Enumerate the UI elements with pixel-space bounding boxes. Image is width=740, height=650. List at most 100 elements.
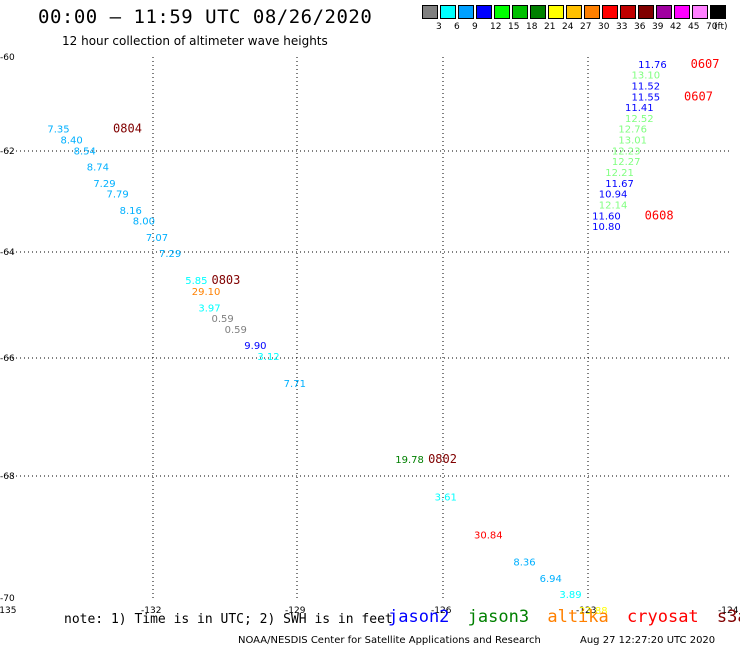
chart-title: 00:00 – 11:59 UTC 08/26/2020 (38, 6, 373, 28)
y-tick-label: -68 (0, 472, 15, 482)
wave-height-value: 8.40 (61, 136, 83, 147)
y-tick-label: -60 (0, 53, 15, 63)
color-scale-label: 39 (652, 22, 664, 32)
wave-height-value: 19.78 (395, 455, 424, 466)
color-scale-swatch (710, 5, 726, 19)
wave-height-value: 3.89 (559, 590, 581, 601)
satellite-legend: jason2 jason3 altika cryosat s3a (388, 607, 740, 627)
wave-height-value: 10.80 (592, 222, 621, 233)
wave-height-value: 11.76 (638, 60, 667, 71)
pass-time-label: 0608 (645, 208, 674, 222)
wave-height-value: 0.59 (211, 314, 233, 325)
wave-height-value: 12.27 (612, 157, 641, 168)
color-scale-label: 9 (472, 22, 478, 32)
wave-height-value: 10.94 (599, 190, 628, 201)
wave-height-value: 11.55 (632, 92, 661, 103)
color-scale-label: 18 (526, 22, 538, 32)
x-tick-label: -129 (285, 606, 306, 616)
wave-height-value: 12.52 (625, 114, 654, 125)
x-tick-label: -132 (141, 606, 161, 616)
legend-jason3: jason3 (467, 607, 530, 627)
color-scale-swatch (422, 5, 438, 19)
pass-time-labels: 0804 0803 0802 0607 0607 0608 (113, 57, 720, 466)
color-scale-label: 45 (688, 22, 700, 32)
y-tick-label: -66 (0, 354, 15, 364)
color-scale-swatch (440, 5, 456, 19)
color-scale-swatch (656, 5, 672, 19)
wave-height-labels: 7.358.408.548.747.297.798.168.007.077.29… (47, 60, 666, 617)
units-note: note: 1) Time is in UTC; 2) SWH is in fe… (64, 612, 393, 627)
legend-jason2: jason2 (388, 607, 450, 627)
wave-height-value: 7.71 (284, 379, 306, 390)
wave-height-value: 30.84 (474, 530, 503, 541)
wave-height-value: 13.01 (618, 136, 647, 147)
wave-height-value: 7.35 (47, 125, 69, 136)
axis-tick-labels: -135 -132 -129 -126 -123 -124 -60 -62 -64 -66 -68 -… (0, 53, 739, 616)
wave-height-value: 7.79 (106, 190, 128, 201)
wave-height-value: 11.52 (632, 81, 661, 92)
x-tick-label: -124 (718, 606, 739, 616)
color-scale-label: 12 (490, 22, 502, 32)
wave-height-value: 8.00 (133, 217, 155, 228)
wave-height-value: 12.21 (605, 168, 634, 179)
x-tick-label: -126 (431, 606, 452, 616)
color-scale-swatch (512, 5, 528, 19)
wave-height-value: 0.59 (225, 325, 247, 336)
wave-height-value: 29.10 (192, 287, 221, 298)
color-scale-label: 6 (454, 22, 460, 32)
color-scale-swatch (494, 5, 510, 19)
color-scale-unit: (ft) (714, 22, 728, 32)
color-scale-swatch (620, 5, 636, 19)
wave-height-value: 7.29 (159, 249, 181, 260)
wave-height-value: 8.74 (87, 163, 109, 174)
wave-height-value: 5.85 (185, 276, 207, 287)
legend-s3a: s3a (716, 607, 740, 627)
wave-height-value: 7.29 (93, 179, 115, 190)
wave-height-value: 3.97 (198, 303, 220, 314)
color-scale-label: 42 (670, 22, 682, 32)
wave-height-value: 11.60 (592, 211, 621, 222)
color-scale-swatch (674, 5, 690, 19)
pass-time-label: 0607 (684, 89, 713, 103)
color-scale-swatch (566, 5, 582, 19)
color-scale-swatch (692, 5, 708, 19)
wave-height-value: 12.14 (599, 200, 628, 211)
wave-height-value: 13.10 (632, 71, 661, 82)
y-tick-label: -64 (0, 248, 15, 258)
pass-time-label: 0804 (113, 122, 142, 136)
pass-time-label: 0802 (428, 452, 457, 466)
color-scale-label: 33 (616, 22, 628, 32)
color-scale-swatch (476, 5, 492, 19)
color-scale-swatch (638, 5, 654, 19)
color-scale-label: 3 (436, 22, 442, 32)
wave-height-value: 8.36 (513, 558, 535, 569)
wave-height-value: 3.12 (257, 352, 279, 363)
color-scale-swatch (548, 5, 564, 19)
color-scale-label: 24 (562, 22, 574, 32)
y-tick-label: -62 (0, 147, 15, 157)
color-scale-swatch (530, 5, 546, 19)
y-tick-label: -70 (0, 594, 15, 604)
color-scale-swatch (458, 5, 474, 19)
color-scale-swatch (584, 5, 600, 19)
wave-height-value: 12.23 (612, 146, 641, 157)
pass-time-label: 0607 (691, 57, 720, 71)
chart-subtitle: 12 hour collection of altimeter wave hei… (62, 34, 328, 48)
color-scale-label: 21 (544, 22, 556, 32)
wave-height-value: 23.88 (579, 606, 608, 617)
wave-height-value: 11.41 (625, 103, 654, 114)
wave-height-value: 7.07 (146, 233, 168, 244)
color-scale-label: 15 (508, 22, 520, 32)
color-scale-label: 27 (580, 22, 592, 32)
wave-height-value: 12.76 (618, 125, 647, 136)
grid-lines (8, 57, 730, 598)
generated-timestamp: Aug 27 12:27:20 UTC 2020 (580, 635, 716, 646)
credit-line: NOAA/NESDIS Center for Satellite Applica… (238, 635, 541, 646)
color-scale-swatch (602, 5, 618, 19)
wave-height-value: 8.54 (74, 146, 96, 157)
legend-altika: altika (547, 607, 609, 627)
x-tick-label: -135 (0, 606, 16, 616)
color-scale-label: 36 (634, 22, 646, 32)
color-scale-label: 30 (598, 22, 610, 32)
